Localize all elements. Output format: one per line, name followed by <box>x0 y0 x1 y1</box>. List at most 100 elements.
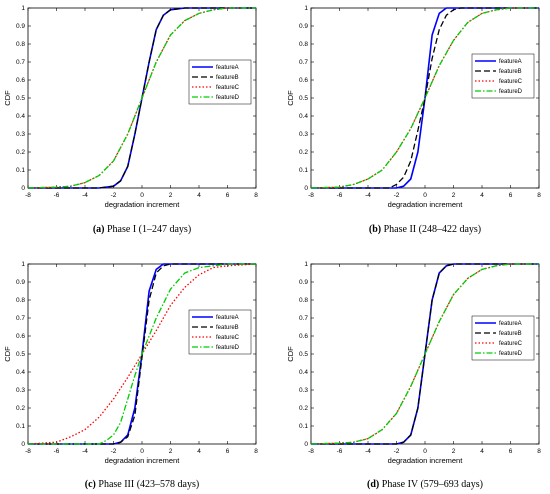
y-tick-label: 0.4 <box>299 369 308 376</box>
legend-label-featureA: featureA <box>499 321 522 327</box>
y-tick-label: 0.1 <box>299 167 308 174</box>
x-tick-label: -6 <box>54 192 60 199</box>
y-tick-label: 0.8 <box>299 297 308 304</box>
y-tick-label: 0.1 <box>16 167 25 174</box>
x-tick-label: 8 <box>254 448 258 455</box>
x-tick-label: -4 <box>82 448 88 455</box>
x-axis-label: degradation increment <box>105 200 181 209</box>
series-line-featureA <box>311 7 539 189</box>
y-tick-label: 0.7 <box>299 315 308 322</box>
legend-label-featureD: featureD <box>499 351 523 357</box>
x-tick-label: -2 <box>394 192 400 199</box>
y-tick-label: 0.7 <box>16 315 25 322</box>
legend-label-featureC: featureC <box>216 335 240 341</box>
legend-label-featureB: featureB <box>499 69 522 75</box>
y-tick-label: 0.3 <box>299 131 308 138</box>
y-tick-label: 0 <box>21 185 25 192</box>
x-tick-label: 6 <box>509 192 513 199</box>
x-tick-label: -8 <box>25 448 31 455</box>
series-line-featureB <box>311 7 539 189</box>
x-tick-label: -4 <box>82 192 88 199</box>
y-tick-label: 0.1 <box>299 423 308 430</box>
x-tick-label: -4 <box>365 448 371 455</box>
y-tick-label: 0.6 <box>299 77 308 84</box>
y-axis-label: CDF <box>286 346 295 362</box>
x-tick-label: -2 <box>394 448 400 455</box>
panel-caption: (d) Phase IV (579–693 days) <box>367 479 483 490</box>
x-tick-label: 4 <box>480 192 484 199</box>
y-axis-label: CDF <box>3 90 12 106</box>
y-tick-label: 0.2 <box>16 149 25 156</box>
x-tick-label: -6 <box>337 192 343 199</box>
y-tick-label: 0.6 <box>16 333 25 340</box>
y-tick-label: 0.6 <box>16 77 25 84</box>
series-line-featureD <box>310 263 539 445</box>
y-tick-label: 1 <box>21 5 25 12</box>
y-tick-label: 0.5 <box>16 95 25 102</box>
legend-label-featureA: featureA <box>499 59 522 65</box>
y-tick-label: 0.8 <box>16 41 25 48</box>
series-line-featureD <box>310 7 539 189</box>
panel-caption: (c) Phase III (423–578 days) <box>85 479 199 490</box>
panel-caption-text: Phase I (1–247 days) <box>105 224 192 235</box>
legend-label-featureC: featureC <box>216 85 240 91</box>
x-tick-label: 0 <box>140 448 144 455</box>
x-tick-label: 6 <box>509 448 513 455</box>
x-tick-label: 0 <box>140 192 144 199</box>
y-tick-label: 0.1 <box>16 423 25 430</box>
y-tick-label: 0.6 <box>299 333 308 340</box>
panel-caption: (a) Phase I (1–247 days) <box>93 224 191 235</box>
series-line-featureA <box>28 263 256 445</box>
y-tick-label: 0.4 <box>299 113 308 120</box>
chart-panel-3: -8 -6 -4 -2 0 2 4 6 8 0 0.1 0.2 0.3 0.4 0.5 0.6 0.7 0.8 0.… <box>3 261 258 490</box>
x-tick-label: -8 <box>308 192 314 199</box>
x-tick-label: 2 <box>169 192 173 199</box>
legend-label-featureD: featureD <box>216 95 240 101</box>
x-tick-label: 8 <box>254 192 258 199</box>
x-tick-label: -6 <box>54 448 60 455</box>
x-tick-label: 2 <box>169 448 173 455</box>
panel-caption-text: Phase IV (579–693 days) <box>379 479 483 490</box>
x-tick-label: 6 <box>226 192 230 199</box>
chart-panel-2: -8 -6 -4 -2 0 2 4 6 8 0 0.1 0.2 0.3 0.4 0.5 0.6 0.7 0.8 0.… <box>286 5 541 235</box>
x-tick-label: 8 <box>537 192 541 199</box>
x-tick-label: -4 <box>365 192 371 199</box>
y-tick-label: 0.9 <box>16 279 25 286</box>
y-tick-label: 0.3 <box>299 387 308 394</box>
y-tick-label: 0 <box>304 185 308 192</box>
y-tick-label: 0 <box>304 441 308 448</box>
y-tick-label: 0.2 <box>16 405 25 412</box>
legend-box <box>188 309 252 355</box>
legend-label-featureC: featureC <box>499 341 523 347</box>
legend-label-featureC: featureC <box>499 79 523 85</box>
legend-label-featureB: featureB <box>499 331 522 337</box>
legend-label-featureA: featureA <box>216 315 239 321</box>
panel-caption-text: Phase II (248–422 days) <box>381 224 481 235</box>
legend: featureA featureB featureC featureD <box>471 53 535 99</box>
legend-label-featureD: featureD <box>216 345 240 351</box>
y-tick-label: 0.3 <box>16 131 25 138</box>
y-tick-label: 0.9 <box>299 23 308 30</box>
panel-caption-label: (a) <box>93 224 105 235</box>
y-tick-label: 0.5 <box>299 351 308 358</box>
y-axis-label: CDF <box>3 346 12 362</box>
y-tick-label: 0.8 <box>16 297 25 304</box>
legend-label-featureA: featureA <box>216 65 239 71</box>
legend-label-featureD: featureD <box>499 89 523 95</box>
panel-caption: (b) Phase II (248–422 days) <box>369 224 481 235</box>
y-tick-label: 0.7 <box>16 59 25 66</box>
y-tick-label: 0.5 <box>299 95 308 102</box>
legend: featureA featureB featureC featureD <box>471 315 535 361</box>
legend: featureA featureB featureC featureD <box>188 59 252 105</box>
x-tick-label: 8 <box>537 448 541 455</box>
y-tick-label: 1 <box>304 261 308 268</box>
y-tick-label: 0.9 <box>299 279 308 286</box>
x-tick-label: 2 <box>452 448 456 455</box>
y-tick-label: 0.2 <box>299 149 308 156</box>
x-tick-label: -2 <box>111 192 117 199</box>
y-tick-label: 0 <box>21 441 25 448</box>
panel-caption-label: (b) <box>369 224 381 235</box>
x-tick-label: 2 <box>452 192 456 199</box>
x-tick-label: 4 <box>197 448 201 455</box>
